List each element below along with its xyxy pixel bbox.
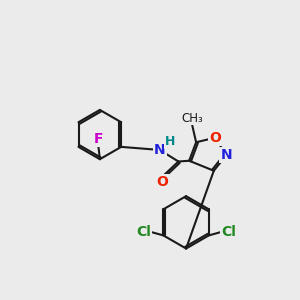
Text: F: F [94, 132, 103, 146]
Text: Cl: Cl [221, 225, 236, 238]
Text: O: O [156, 175, 168, 189]
Text: H: H [165, 135, 175, 148]
Text: O: O [209, 130, 221, 145]
Text: Cl: Cl [136, 225, 151, 238]
Text: N: N [154, 143, 166, 157]
Text: CH₃: CH₃ [182, 112, 203, 125]
Text: N: N [220, 148, 232, 162]
